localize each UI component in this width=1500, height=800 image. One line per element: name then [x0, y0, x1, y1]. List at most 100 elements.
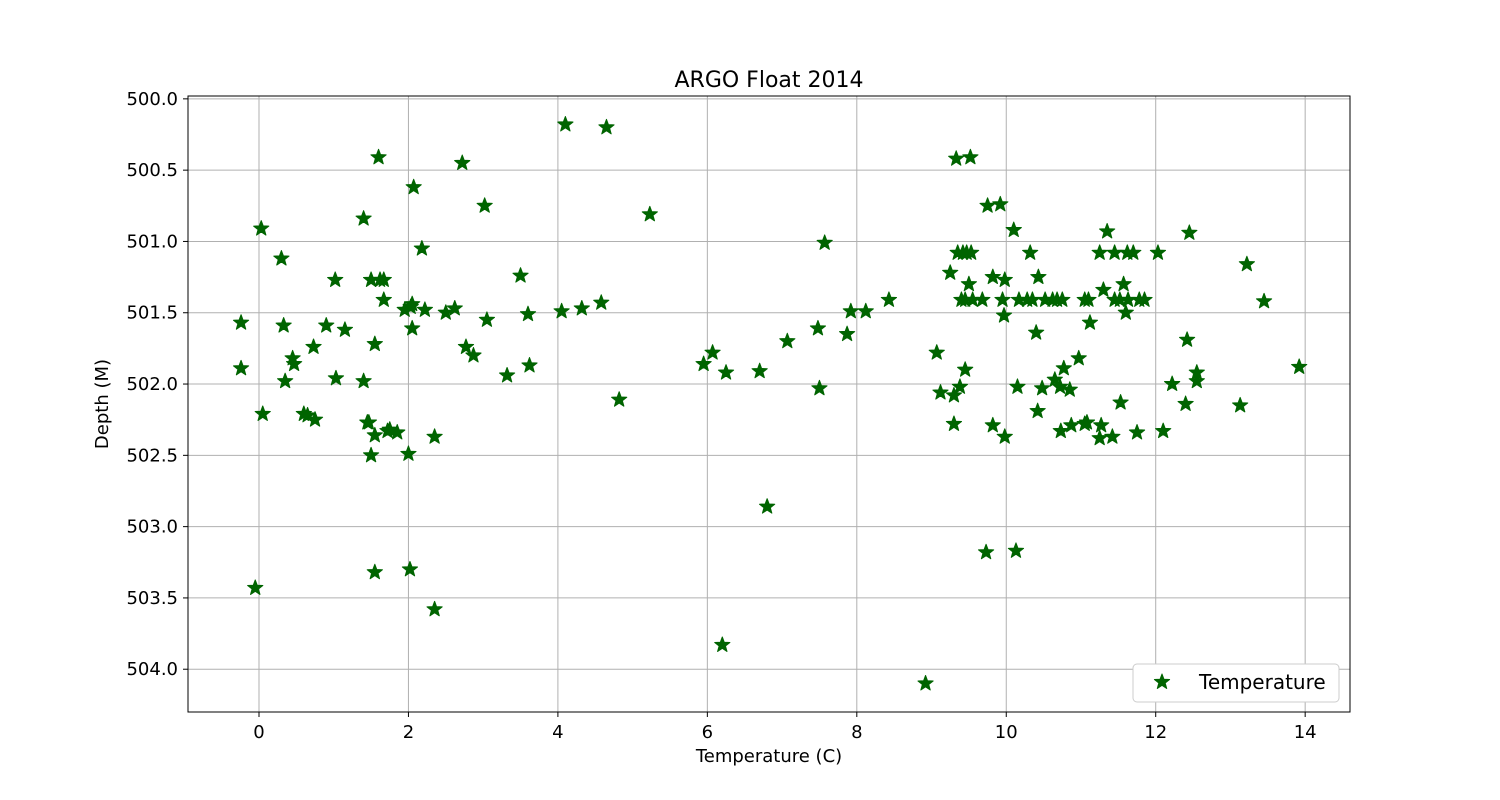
x-tick-label: 8	[851, 722, 862, 743]
data-point-star	[1051, 378, 1069, 394]
legend: Temperature	[1132, 663, 1340, 703]
data-point-star	[857, 302, 874, 319]
data-point-star	[598, 118, 615, 135]
data-point-star	[553, 302, 570, 319]
data-point-star	[779, 332, 796, 349]
data-point-star	[951, 378, 969, 394]
y-tick-label: 501.5	[126, 303, 178, 324]
data-point-star	[1128, 424, 1146, 440]
data-point-star	[1232, 396, 1249, 413]
x-tick-label: 2	[403, 722, 414, 743]
data-point-star	[1099, 222, 1116, 239]
data-point-star	[1054, 291, 1071, 307]
chart-title: ARGO Float 2014	[674, 68, 863, 93]
data-point-star	[880, 291, 898, 307]
data-point-star	[446, 299, 463, 316]
data-point-star	[573, 299, 590, 316]
data-point-star	[327, 369, 345, 386]
y-tick-label: 503.5	[126, 588, 178, 609]
data-point-star	[945, 415, 963, 431]
data-point-star	[366, 563, 383, 580]
legend-star-marker	[1153, 673, 1171, 689]
data-point-star	[366, 426, 383, 443]
data-point-star	[498, 366, 516, 383]
data-point-star	[1061, 381, 1078, 397]
data-point-star	[336, 321, 354, 337]
grid-lines	[188, 96, 1350, 712]
data-point-star	[275, 317, 292, 333]
data-point-star	[948, 150, 965, 166]
data-point-star	[984, 416, 1001, 433]
data-point-star	[454, 154, 471, 170]
x-tick-label: 6	[702, 722, 713, 743]
x-tick-label: 4	[552, 722, 563, 743]
y-tick-label: 503.0	[126, 517, 178, 538]
data-point-star	[413, 240, 430, 256]
data-point-star	[1291, 358, 1308, 374]
data-point-star	[476, 197, 493, 213]
x-axis-label: Temperature (C)	[695, 746, 842, 767]
data-point-star	[1091, 244, 1108, 260]
data-point-star	[611, 391, 628, 407]
y-tick-label: 502.0	[126, 374, 178, 395]
data-point-star	[247, 579, 264, 595]
data-point-star	[405, 178, 422, 195]
data-point-star	[401, 560, 419, 577]
data-point-star	[1115, 275, 1132, 292]
data-point-star	[400, 445, 417, 461]
data-point-star	[1149, 244, 1167, 260]
data-point-star	[1155, 422, 1172, 439]
data-point-star	[404, 319, 421, 336]
data-point-star	[232, 359, 250, 376]
data-point-star	[977, 543, 995, 560]
data-point-star	[478, 311, 496, 327]
x-axis-ticks: 0 2 4 6 8 10 12 14	[253, 712, 1317, 743]
data-point-star	[917, 674, 934, 691]
data-point-star	[714, 636, 731, 652]
data-point-star	[519, 305, 537, 322]
data-point-star	[704, 344, 721, 360]
data-point-star	[253, 220, 270, 236]
data-point-star	[816, 234, 833, 250]
data-point-star	[995, 307, 1013, 323]
data-point-star	[1078, 414, 1096, 430]
data-point-star	[512, 267, 529, 283]
data-point-star	[366, 335, 383, 352]
data-point-star	[381, 421, 398, 437]
data-point-star	[974, 291, 991, 307]
data-point-star	[1052, 422, 1069, 439]
y-tick-label: 504.0	[126, 659, 178, 680]
data-point-star	[375, 271, 392, 287]
data-point-star	[1177, 395, 1194, 411]
data-point-star	[1117, 304, 1134, 320]
data-point-star	[1238, 255, 1255, 272]
data-point-star	[717, 364, 735, 380]
data-point-star	[928, 344, 945, 360]
data-point-star	[1125, 244, 1142, 260]
data-point-star	[994, 291, 1011, 307]
y-tick-label: 501.0	[126, 231, 178, 252]
data-point-star	[1093, 416, 1110, 433]
data-point-star	[370, 148, 387, 165]
y-tick-label: 502.5	[126, 445, 178, 466]
data-point-star	[1178, 331, 1196, 347]
data-point-star	[1029, 402, 1046, 419]
data-point-star	[1112, 394, 1129, 410]
data-point-star	[426, 428, 443, 444]
data-point-star	[1164, 375, 1181, 392]
scatter-points	[232, 116, 1308, 691]
data-point-star	[306, 411, 324, 427]
data-point-star	[1136, 291, 1153, 307]
data-point-star	[465, 347, 482, 363]
data-point-star	[1007, 542, 1025, 558]
data-point-star	[979, 197, 996, 213]
data-point-star	[286, 355, 303, 372]
data-point-star	[1046, 371, 1063, 387]
data-point-star	[996, 428, 1013, 444]
data-point-star	[963, 244, 980, 260]
plot-frame	[187, 95, 1351, 713]
x-tick-label: 10	[995, 722, 1018, 743]
data-point-star	[521, 357, 538, 373]
data-point-star	[1104, 428, 1121, 444]
